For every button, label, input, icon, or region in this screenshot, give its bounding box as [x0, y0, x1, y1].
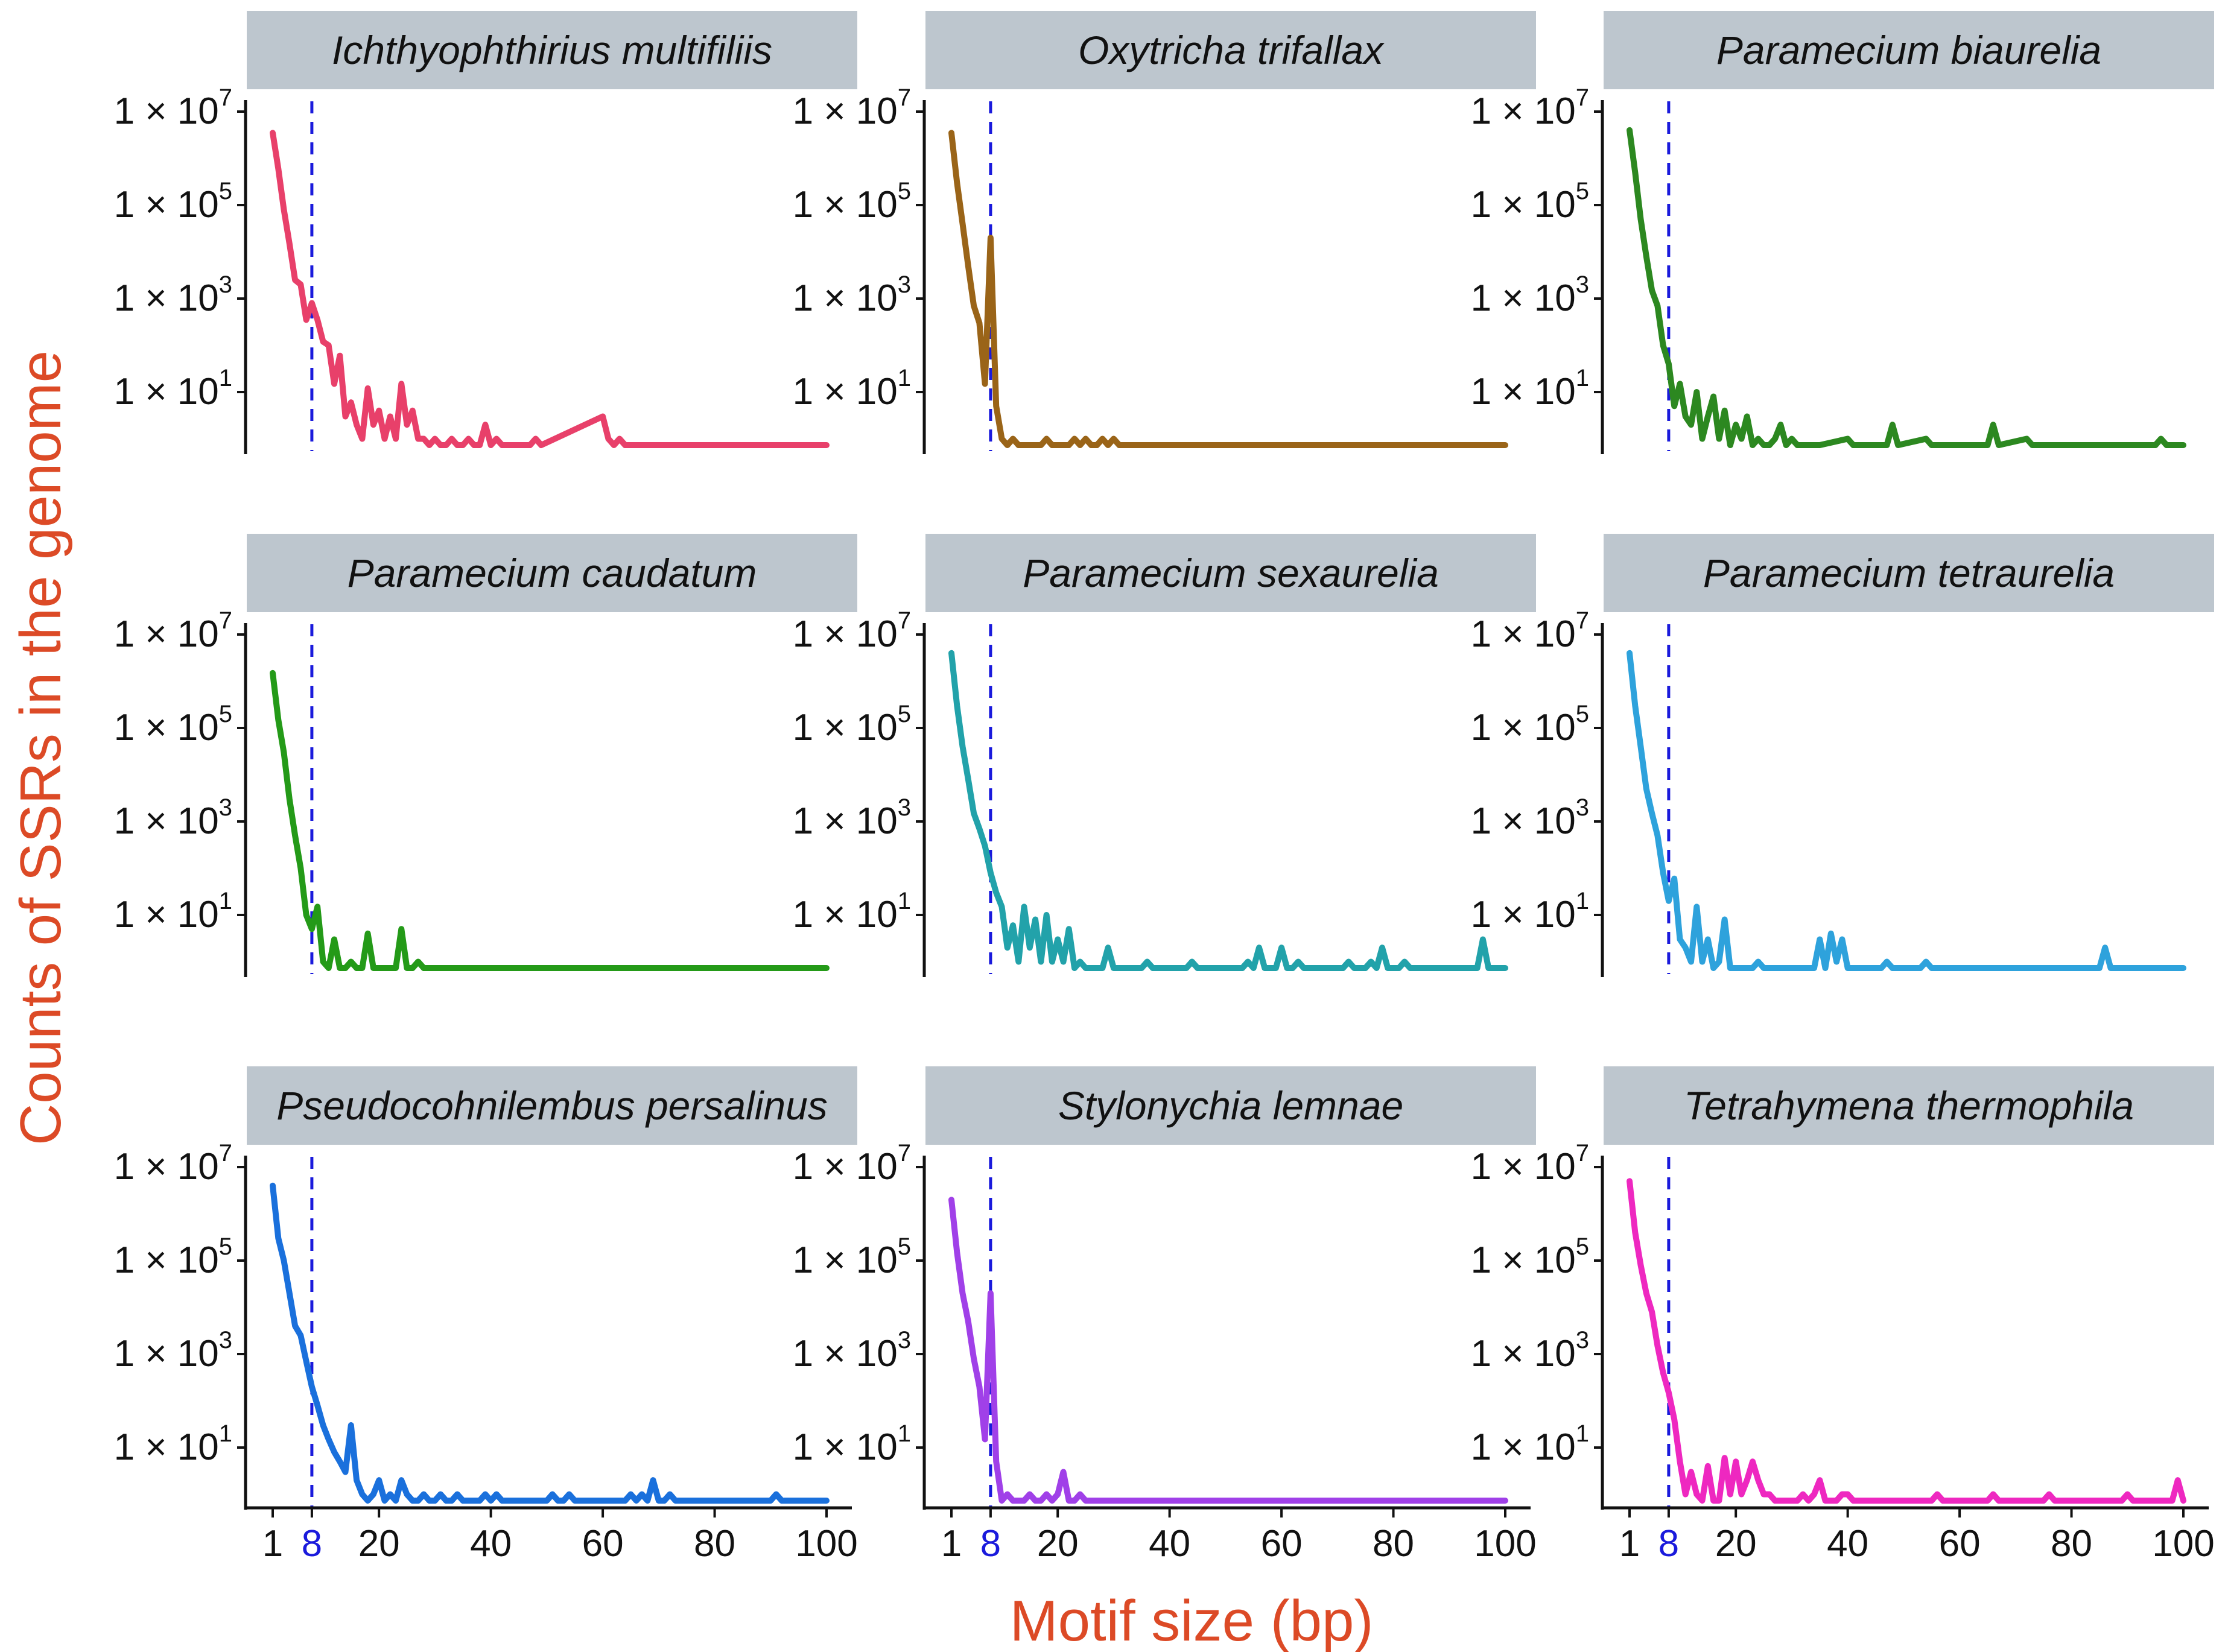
- panel-strip: [925, 1066, 1536, 1145]
- panel-ichthyophthirius-multifiliis: Ichthyophthirius multifiliis 1 × 107 1 × 1…: [114, 11, 857, 454]
- y-tick-label: 1 × 107: [1471, 1140, 1589, 1188]
- y-tick-label: 1 × 107: [114, 1140, 232, 1188]
- y-tick-label: 1 × 105: [1471, 178, 1589, 226]
- y-tick-label: 1 × 105: [793, 701, 911, 748]
- y-tick-label: 1 × 103: [1471, 794, 1589, 842]
- y-axis-title: Counts of SSRs in the genome: [8, 350, 73, 1145]
- x-tick-label: 80: [1373, 1523, 1414, 1565]
- panel-strip: [925, 534, 1536, 612]
- x-tick-label: 60: [1261, 1523, 1303, 1565]
- y-tick-label: 1 × 107: [793, 607, 911, 655]
- y-tick-label: 1 × 101: [793, 1420, 911, 1468]
- x-tick-label: 1: [1619, 1523, 1640, 1565]
- panel-title: Tetrahymena thermophila: [1684, 1083, 2134, 1128]
- series-line: [270, 669, 830, 971]
- y-tick-label: 1 × 107: [114, 84, 232, 132]
- x-tick-label: 80: [2051, 1523, 2092, 1565]
- series-line: [948, 650, 1508, 971]
- x-tick-label: 20: [1715, 1523, 1757, 1565]
- y-tick-label: 1 × 107: [1471, 84, 1589, 132]
- series-line: [270, 130, 830, 448]
- panel-strip: [1604, 1066, 2214, 1145]
- x-tick-label: 1: [262, 1523, 283, 1565]
- panel-oxytricha-trifallax: Oxytricha trifallax 1 × 107 1 × 105 1 × 103…: [793, 11, 1536, 454]
- x-tick-label: 8: [1658, 1523, 1679, 1565]
- panel-title: Paramecium tetraurelia: [1703, 551, 2115, 595]
- series-line: [1627, 1178, 2186, 1504]
- x-tick-label: 40: [1149, 1523, 1190, 1565]
- panel-paramecium-caudatum: Paramecium caudatum 1 × 107 1 × 105 1 × 103…: [114, 534, 857, 977]
- y-tick-label: 1 × 101: [1471, 888, 1589, 935]
- panel-paramecium-biaurelia: Paramecium biaurelia 1 × 107 1 × 105 1 × 10…: [1471, 11, 2214, 454]
- y-tick-label: 1 × 103: [114, 271, 232, 319]
- y-tick-label: 1 × 101: [793, 888, 911, 935]
- y-tick-label: 1 × 101: [114, 888, 232, 935]
- x-tick-label: 40: [470, 1523, 512, 1565]
- series-line: [1627, 650, 2186, 971]
- y-tick-label: 1 × 103: [793, 794, 911, 842]
- y-tick-label: 1 × 101: [1471, 1420, 1589, 1468]
- series-line: [948, 130, 1508, 448]
- panel-title: Paramecium biaurelia: [1716, 28, 2101, 72]
- panel-title: Paramecium sexaurelia: [1023, 551, 1439, 595]
- y-tick-label: 1 × 105: [1471, 701, 1589, 748]
- x-tick-label: 100: [795, 1523, 857, 1565]
- y-tick-label: 1 × 107: [114, 607, 232, 655]
- x-tick-label: 80: [694, 1523, 735, 1565]
- panel-strip: [247, 1066, 857, 1145]
- panel-title: Oxytricha trifallax: [1078, 28, 1385, 72]
- y-tick-label: 1 × 103: [1471, 271, 1589, 319]
- y-tick-label: 1 × 105: [793, 1233, 911, 1281]
- panel-title: Paramecium caudatum: [348, 551, 757, 595]
- x-tick-label: 40: [1827, 1523, 1868, 1565]
- x-tick-label: 8: [302, 1523, 322, 1565]
- y-tick-label: 1 × 101: [1471, 365, 1589, 413]
- y-tick-label: 1 × 101: [793, 365, 911, 413]
- panels-layer: Ichthyophthirius multifiliis 1 × 107 1 × 1…: [114, 11, 2215, 1565]
- series-line: [948, 1197, 1508, 1504]
- panel-strip: [247, 11, 857, 89]
- y-tick-label: 1 × 105: [1471, 1233, 1589, 1281]
- panel-title: Ichthyophthirius multifiliis: [332, 28, 772, 72]
- series-line: [1627, 127, 2186, 448]
- y-tick-label: 1 × 101: [114, 365, 232, 413]
- panel-strip: [925, 11, 1536, 89]
- y-tick-label: 1 × 103: [793, 271, 911, 319]
- panel-tetrahymena-thermophila: Tetrahymena thermophila 1 × 107 1 × 105 1 ×…: [1471, 1066, 2215, 1565]
- x-axis-title: Motif size (bp): [1010, 1589, 1374, 1652]
- x-tick-label: 60: [582, 1523, 624, 1565]
- x-tick-label: 100: [2152, 1523, 2214, 1565]
- y-tick-label: 1 × 105: [793, 178, 911, 226]
- y-tick-label: 1 × 103: [793, 1327, 911, 1375]
- x-tick-label: 8: [980, 1523, 1001, 1565]
- x-tick-label: 20: [1037, 1523, 1079, 1565]
- x-tick-label: 20: [358, 1523, 400, 1565]
- panel-paramecium-sexaurelia: Paramecium sexaurelia 1 × 107 1 × 105 1 × 1…: [793, 534, 1536, 977]
- y-tick-label: 1 × 105: [114, 178, 232, 226]
- y-tick-label: 1 × 105: [114, 1233, 232, 1281]
- y-tick-label: 1 × 101: [114, 1420, 232, 1468]
- y-tick-label: 1 × 107: [793, 84, 911, 132]
- y-tick-label: 1 × 103: [114, 1327, 232, 1375]
- panel-title: Pseudocohnilembus persalinus: [276, 1083, 828, 1128]
- panel-paramecium-tetraurelia: Paramecium tetraurelia 1 × 107 1 × 105 1 × …: [1471, 534, 2214, 977]
- series-line: [270, 1182, 830, 1504]
- panel-stylonychia-lemnae: Stylonychia lemnae 1 × 107 1 × 105 1 × 103 1…: [793, 1066, 1537, 1565]
- x-tick-label: 100: [1474, 1523, 1536, 1565]
- y-tick-label: 1 × 107: [1471, 607, 1589, 655]
- panel-strip: [1604, 534, 2214, 612]
- x-tick-label: 1: [941, 1523, 962, 1565]
- y-tick-label: 1 × 103: [114, 794, 232, 842]
- x-tick-label: 60: [1939, 1523, 1981, 1565]
- panel-strip: [1604, 11, 2214, 89]
- panel-title: Stylonychia lemnae: [1058, 1083, 1403, 1128]
- y-tick-label: 1 × 105: [114, 701, 232, 748]
- panel-pseudocohnilembus-persalinus: Pseudocohnilembus persalinus 1 × 107 1 × 1…: [114, 1066, 858, 1565]
- y-tick-label: 1 × 103: [1471, 1327, 1589, 1375]
- y-tick-label: 1 × 107: [793, 1140, 911, 1188]
- panel-strip: [247, 534, 857, 612]
